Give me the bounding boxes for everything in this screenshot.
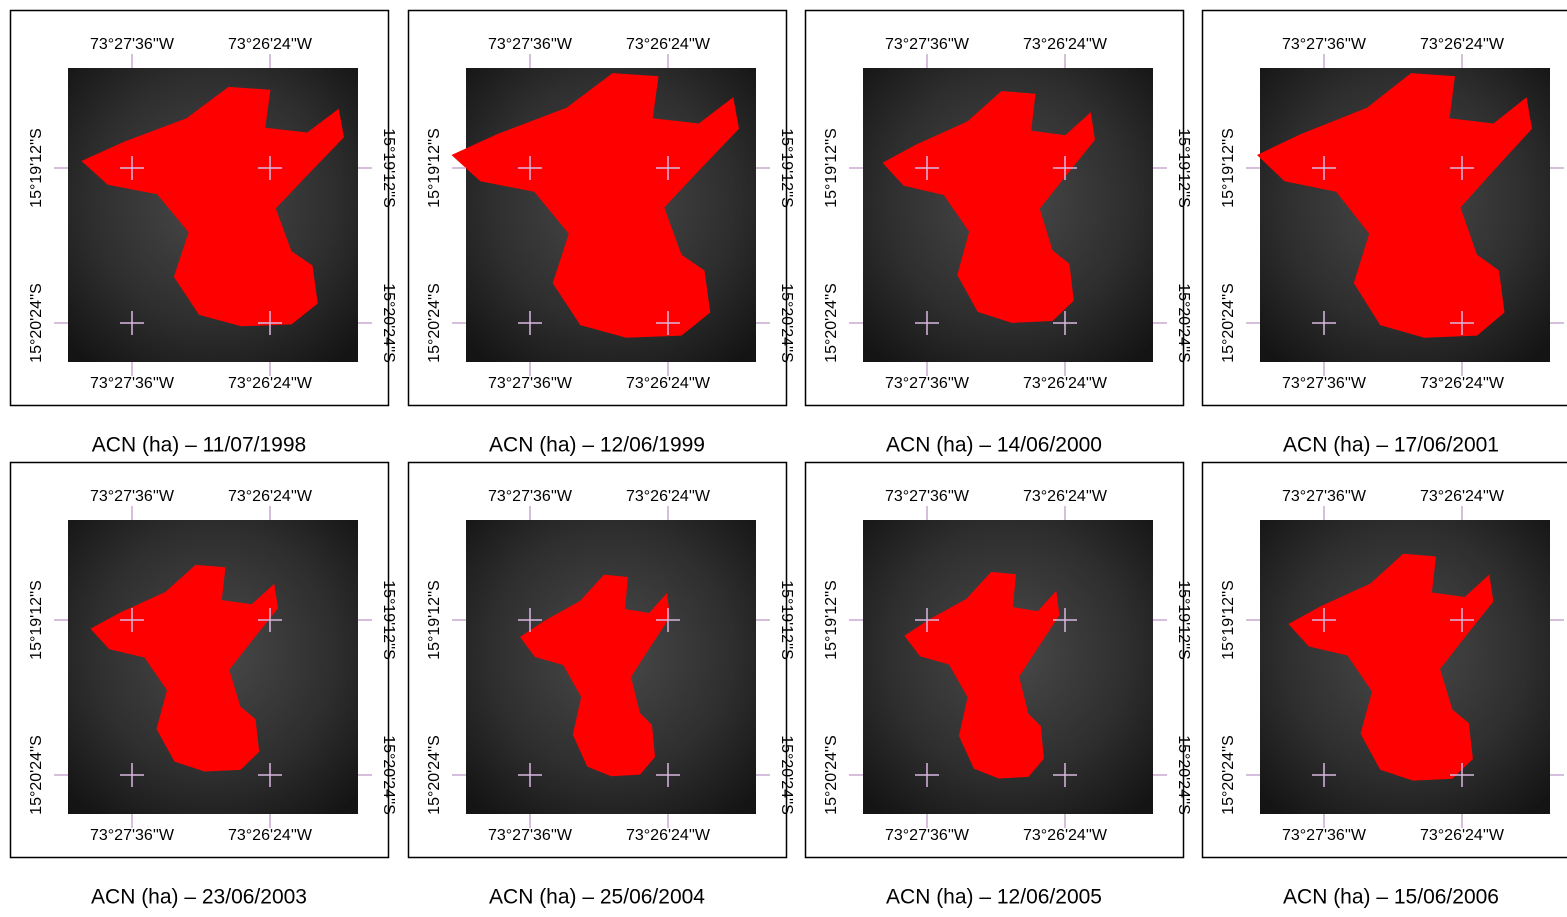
latitude-label: 15°19'12''S xyxy=(380,580,397,660)
figure: 73°27'36''W 73°27'36''W 73°26'24''W 73°26'2… xyxy=(0,0,1567,917)
panel-caption: ACN (ha) – 14/06/2000 xyxy=(886,434,1102,457)
latitude-label: 15°19'12''S xyxy=(823,128,840,208)
latitude-label: 15°20'24''S xyxy=(426,283,443,363)
latitude-label: 15°20'24''S xyxy=(823,283,840,363)
map-panel: 73°27'36''W 73°27'36''W 73°26'24''W 73°26'2… xyxy=(1203,11,1567,457)
longitude-label: 73°26'24''W xyxy=(228,827,313,844)
longitude-label: 73°27'36''W xyxy=(488,36,573,53)
panel-caption: ACN (ha) – 12/06/2005 xyxy=(886,886,1102,909)
panel-caption: ACN (ha) – 15/06/2006 xyxy=(1283,886,1499,909)
latitude-label: 15°19'12''S xyxy=(426,128,443,208)
panel-caption: ACN (ha) – 12/06/1999 xyxy=(489,434,705,457)
latitude-label: 15°20'24''S xyxy=(823,735,840,815)
map-panel: 73°27'36''W 73°27'36''W 73°26'24''W 73°26'2… xyxy=(409,463,795,909)
latitude-label: 15°20'24''S xyxy=(1220,283,1237,363)
latitude-label: 15°20'24''S xyxy=(1175,283,1192,363)
longitude-label: 73°27'36''W xyxy=(488,375,573,392)
map-panel: 73°27'36''W 73°27'36''W 73°26'24''W 73°26'2… xyxy=(409,11,795,457)
panel-caption: ACN (ha) – 17/06/2001 xyxy=(1283,434,1499,457)
longitude-label: 73°26'24''W xyxy=(1023,36,1108,53)
latitude-label: 15°19'12''S xyxy=(1175,128,1192,208)
latitude-label: 15°20'24''S xyxy=(1220,735,1237,815)
longitude-label: 73°27'36''W xyxy=(90,827,175,844)
latitude-label: 15°19'12''S xyxy=(823,580,840,660)
latitude-label: 15°19'12''S xyxy=(778,128,795,208)
panel-caption: ACN (ha) – 23/06/2003 xyxy=(91,886,307,909)
latitude-label: 15°20'24''S xyxy=(380,735,397,815)
longitude-label: 73°26'24''W xyxy=(626,827,711,844)
longitude-label: 73°27'36''W xyxy=(885,827,970,844)
longitude-label: 73°26'24''W xyxy=(1023,375,1108,392)
longitude-label: 73°27'36''W xyxy=(90,375,175,392)
latitude-label: 15°20'24''S xyxy=(778,735,795,815)
longitude-label: 73°26'24''W xyxy=(626,375,711,392)
latitude-label: 15°20'24''S xyxy=(426,735,443,815)
longitude-label: 73°27'36''W xyxy=(1282,488,1367,505)
longitude-label: 73°27'36''W xyxy=(1282,827,1367,844)
latitude-label: 15°20'24''S xyxy=(778,283,795,363)
longitude-label: 73°26'24''W xyxy=(1420,488,1505,505)
longitude-label: 73°26'24''W xyxy=(1023,488,1108,505)
longitude-label: 73°26'24''W xyxy=(626,488,711,505)
panel-caption: ACN (ha) – 11/07/1998 xyxy=(92,434,306,457)
longitude-label: 73°26'24''W xyxy=(1420,827,1505,844)
longitude-label: 73°26'24''W xyxy=(228,36,313,53)
latitude-label: 15°19'12''S xyxy=(1175,580,1192,660)
latitude-label: 15°20'24''S xyxy=(380,283,397,363)
longitude-label: 73°27'36''W xyxy=(488,488,573,505)
map-panel: 73°27'36''W 73°27'36''W 73°26'24''W 73°26'2… xyxy=(11,11,397,457)
longitude-label: 73°26'24''W xyxy=(228,375,313,392)
latitude-label: 15°19'12''S xyxy=(1220,128,1237,208)
longitude-label: 73°27'36''W xyxy=(1282,36,1367,53)
latitude-label: 15°19'12''S xyxy=(778,580,795,660)
latitude-label: 15°19'12''S xyxy=(28,580,45,660)
latitude-label: 15°19'12''S xyxy=(426,580,443,660)
longitude-label: 73°27'36''W xyxy=(488,827,573,844)
latitude-label: 15°20'24''S xyxy=(1175,735,1192,815)
longitude-label: 73°27'36''W xyxy=(90,488,175,505)
latitude-label: 15°20'24''S xyxy=(28,735,45,815)
longitude-label: 73°27'36''W xyxy=(885,488,970,505)
longitude-label: 73°27'36''W xyxy=(885,375,970,392)
latitude-label: 15°19'12''S xyxy=(380,128,397,208)
longitude-label: 73°27'36''W xyxy=(90,36,175,53)
map-panel: 73°27'36''W 73°27'36''W 73°26'24''W 73°26'2… xyxy=(1203,463,1567,909)
longitude-label: 73°26'24''W xyxy=(626,36,711,53)
latitude-label: 15°19'12''S xyxy=(28,128,45,208)
longitude-label: 73°26'24''W xyxy=(228,488,313,505)
longitude-label: 73°26'24''W xyxy=(1420,36,1505,53)
map-panel: 73°27'36''W 73°27'36''W 73°26'24''W 73°26'2… xyxy=(11,463,397,909)
longitude-label: 73°26'24''W xyxy=(1420,375,1505,392)
panel-caption: ACN (ha) – 25/06/2004 xyxy=(489,886,705,909)
map-panel: 73°27'36''W 73°27'36''W 73°26'24''W 73°26'2… xyxy=(806,11,1192,457)
longitude-label: 73°26'24''W xyxy=(1023,827,1108,844)
latitude-label: 15°19'12''S xyxy=(1220,580,1237,660)
map-panel: 73°27'36''W 73°27'36''W 73°26'24''W 73°26'2… xyxy=(806,463,1192,909)
latitude-label: 15°20'24''S xyxy=(28,283,45,363)
longitude-label: 73°27'36''W xyxy=(1282,375,1367,392)
longitude-label: 73°27'36''W xyxy=(885,36,970,53)
